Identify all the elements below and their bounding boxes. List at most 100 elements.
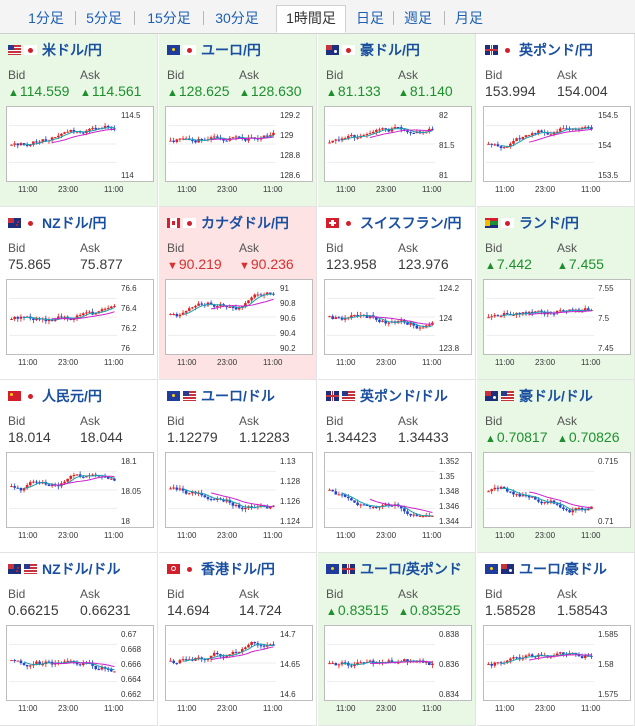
- candle-body: [81, 132, 85, 134]
- price-chart[interactable]: 1.13 1.128 1.126 1.124: [165, 452, 313, 528]
- flag-eu-icon: [326, 564, 339, 574]
- pair-title-link[interactable]: 豪ドル/円: [326, 41, 420, 59]
- candle-body: [328, 316, 331, 318]
- price-chart[interactable]: 1.352 1.35 1.348 1.346 1.344: [324, 452, 472, 528]
- candle-body: [250, 297, 253, 301]
- pair-title-link[interactable]: 豪ドル/ドル: [485, 387, 593, 405]
- candle-body: [10, 486, 13, 488]
- pair-title-link[interactable]: NZドル/円: [8, 214, 107, 232]
- x-tick-label: 11:00: [18, 531, 38, 540]
- candle-body: [562, 507, 565, 510]
- candle-body: [225, 140, 228, 142]
- candle-body: [359, 662, 363, 664]
- tab-1hour[interactable]: 1時間足: [276, 5, 346, 33]
- price-chart[interactable]: 0.67 0.668 0.666 0.664 0.662: [6, 625, 154, 701]
- price-chart[interactable]: 154.5 154 153.5: [483, 106, 631, 182]
- pair-title-link[interactable]: 香港ドル/円: [167, 560, 275, 578]
- candle-body: [113, 478, 116, 481]
- y-tick-label: 0.834: [439, 690, 460, 699]
- price-chart[interactable]: 0.715 0.71: [483, 452, 631, 528]
- bid-value: 14.694: [167, 602, 210, 618]
- x-tick-label: 23:00: [217, 358, 238, 367]
- y-tick-label: 153.5: [598, 171, 619, 180]
- price-chart[interactable]: 0.838 0.836 0.834: [324, 625, 472, 701]
- price-chart[interactable]: 76.6 76.4 76.2 76: [6, 279, 154, 355]
- price-chart[interactable]: 14.7 14.65 14.6: [165, 625, 313, 701]
- price-chart[interactable]: 7.55 7.5 7.45: [483, 279, 631, 355]
- pair-title-link[interactable]: ユーロ/円: [167, 41, 261, 59]
- candle-body: [197, 139, 200, 143]
- candle-body: [106, 668, 110, 670]
- pair-title-link[interactable]: NZドル/ドル: [8, 560, 121, 578]
- pair-title-link[interactable]: 英ポンド/円: [485, 41, 593, 59]
- candle-body: [269, 135, 272, 137]
- y-tick-label: 0.664: [121, 675, 142, 684]
- ask-label: Ask: [80, 241, 101, 255]
- price-chart[interactable]: 91 90.8 90.6 90.4 90.2: [165, 279, 313, 355]
- candle-body: [178, 660, 182, 664]
- tab-1min[interactable]: 1分足: [28, 10, 64, 26]
- moving-average-long-line: [370, 316, 433, 325]
- moving-average-long-line: [52, 662, 115, 668]
- candle-body: [175, 663, 179, 665]
- candle-body: [406, 130, 409, 133]
- candle-body: [110, 306, 113, 309]
- pair-title-link[interactable]: 米ドル/円: [8, 41, 102, 59]
- candle-body: [562, 128, 565, 130]
- pair-title-link[interactable]: 人民元/円: [8, 387, 102, 405]
- pair-title-link[interactable]: ユーロ/英ポンド: [326, 560, 462, 578]
- pair-title-link[interactable]: 英ポンド/ドル: [326, 387, 448, 405]
- tab-weekly[interactable]: 週足: [404, 10, 432, 26]
- x-tick-label: 11:00: [422, 358, 442, 367]
- candle-body: [527, 135, 531, 137]
- moving-average-short-line: [341, 314, 433, 328]
- tab-monthly[interactable]: 月足: [455, 10, 483, 26]
- ask-label: Ask: [398, 241, 419, 255]
- trend-arrow-icon: ▲: [485, 433, 496, 445]
- candle-body: [212, 136, 216, 138]
- candle-body: [375, 129, 378, 132]
- candle-body: [247, 137, 250, 141]
- candle-body: [558, 128, 562, 132]
- candle-body: [512, 141, 515, 144]
- moving-average-short-line: [24, 127, 115, 146]
- pair-title-link[interactable]: ユーロ/豪ドル: [485, 560, 607, 578]
- price-chart[interactable]: 124.2 124 123.8: [324, 279, 472, 355]
- candle-body: [103, 308, 107, 310]
- candle-body: [502, 147, 506, 149]
- price-chart[interactable]: 114.5 114: [6, 106, 154, 182]
- candle-body: [259, 294, 263, 296]
- candle-body: [212, 304, 216, 307]
- pair-name: NZドル/ドル: [42, 561, 121, 577]
- y-tick-label: 1.352: [439, 457, 460, 466]
- tab-5min[interactable]: 5分足: [86, 10, 122, 26]
- candle-body: [346, 136, 350, 139]
- pair-title-link[interactable]: ユーロ/ドル: [167, 387, 275, 405]
- x-tick-label: 11:00: [336, 704, 356, 713]
- price-chart[interactable]: 1.585 1.58 1.575: [483, 625, 631, 701]
- candle-body: [203, 659, 207, 661]
- candle-body: [91, 474, 94, 476]
- flag-jp-icon: [342, 218, 355, 228]
- price-chart[interactable]: 82 81.5 81: [324, 106, 472, 182]
- price-chart[interactable]: 18.1 18.05 18: [6, 452, 154, 528]
- pair-flags: [485, 391, 517, 401]
- candle-body: [590, 310, 593, 312]
- candle-body: [113, 128, 116, 130]
- y-tick-label: 91: [280, 284, 289, 293]
- candle-body: [169, 140, 172, 142]
- candle-body: [534, 656, 537, 658]
- candle-body: [583, 509, 587, 511]
- ask-value: 1.12283: [239, 429, 290, 445]
- pair-name: ユーロ/円: [201, 42, 261, 58]
- tab-15min[interactable]: 15分足: [147, 10, 191, 26]
- tab-separator: [75, 11, 76, 25]
- candle-body: [509, 491, 512, 493]
- tab-30min[interactable]: 30分足: [215, 10, 259, 26]
- price-chart[interactable]: 129.2 129 128.8 128.6: [165, 106, 313, 182]
- moving-average-short-line: [341, 492, 433, 517]
- pair-title-link[interactable]: ランド/円: [485, 214, 579, 232]
- tab-daily[interactable]: 日足: [356, 10, 384, 26]
- pair-title-link[interactable]: スイスフラン/円: [326, 214, 461, 232]
- pair-title-link[interactable]: カナダドル/円: [167, 214, 289, 232]
